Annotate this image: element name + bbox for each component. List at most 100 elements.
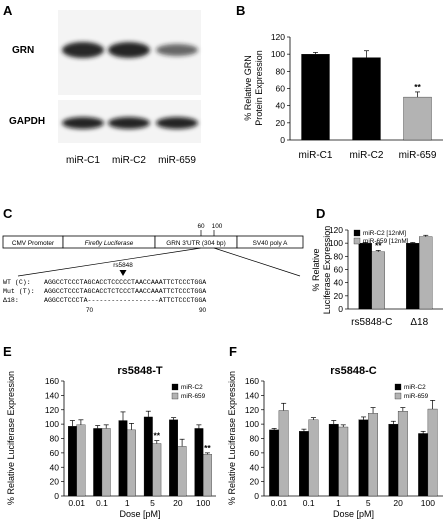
legend-swatch [353, 237, 361, 245]
bar [269, 429, 280, 497]
y-tick-label: 20 [50, 477, 60, 487]
bar [358, 243, 372, 310]
bar [328, 423, 339, 497]
chart-b: 0 20 40 60 80 100 120 % Relative GRNProtein Exp… [243, 32, 443, 161]
y-tick-label: 160 [45, 376, 59, 386]
x-tick-label: miR-659 [399, 150, 437, 161]
gapdh-bands [62, 117, 198, 129]
gapdh-band [62, 117, 104, 129]
legend-label: miR-C2 [12nM] [363, 230, 406, 237]
significance-mark: ** [414, 82, 421, 92]
grn-bands [62, 42, 198, 58]
significance-mark: ** [375, 240, 382, 250]
bar [152, 443, 162, 497]
seq-d18: AGGCCTCCCTA------------------ATTCTCCCTGG… [44, 297, 206, 304]
y-tick-label: 60 [334, 265, 344, 275]
y-tick-label: 100 [45, 419, 59, 429]
x-tick-label: 0.01 [68, 498, 85, 508]
blot-label-gapdh: GAPDH [9, 116, 45, 127]
x-tick-label: 20 [173, 498, 183, 508]
y-axis-label-line: Protein Expression [254, 50, 264, 126]
segment-label-firefly: Firefly Luciferase [85, 240, 134, 247]
bar [76, 424, 86, 497]
seq-wt: AGGCCTCCCTAGCACCTCCCCCTAACCAAATTCTCCCTGG… [44, 279, 206, 286]
bar [427, 408, 438, 497]
bar [101, 428, 111, 497]
gapdh-band [108, 117, 150, 129]
x-tick-label: 0.1 [303, 498, 315, 508]
y-axis-label: % Relative GRNProtein Expression [243, 50, 264, 126]
y-tick-label: 120 [45, 405, 59, 415]
bar [93, 428, 103, 497]
y-tick-label: 60 [50, 448, 60, 458]
gapdh-band [156, 117, 198, 129]
y-tick-label: 140 [245, 390, 259, 400]
seq-mut-label: Mut (T): [3, 288, 35, 295]
bar [358, 419, 369, 497]
construct-diagram: 60 100 CMV Promoter Firefly Luciferase G… [2, 223, 304, 314]
y-tick-label: 20 [334, 291, 344, 301]
x-tick-label: miR-C1 [299, 150, 333, 161]
legend-swatch [353, 229, 361, 237]
bar [368, 413, 378, 497]
y-tick-label: 0 [254, 491, 259, 501]
legend-label: miR-C2 [181, 384, 203, 391]
y-tick-label: 40 [250, 462, 260, 472]
seq-wt-label: WT (C): [3, 279, 31, 286]
x-axis-label: Dose [pM] [119, 509, 160, 519]
bar [419, 236, 433, 310]
y-tick-label: 80 [50, 434, 60, 444]
bottom-label-70: 70 [86, 307, 94, 314]
y-tick-label: 80 [250, 434, 260, 444]
x-tick-label: 5 [366, 498, 371, 508]
legend-label: miR-659 [404, 393, 429, 400]
grn-band [62, 42, 104, 58]
y-tick-label: 0 [280, 135, 285, 145]
panel-letter-d: D [316, 206, 325, 221]
bar [127, 429, 136, 497]
y-axis-label: % Relative Luciferase Expression [227, 371, 237, 505]
x-tick-label: 20 [393, 498, 403, 508]
y-tick-label: 20 [250, 477, 260, 487]
bar [308, 419, 319, 497]
y-axis-label-line: % Relative GRN [243, 55, 253, 121]
chart-title: rs5848-C [330, 365, 377, 377]
y-tick-label: 120 [271, 32, 285, 42]
bar [278, 410, 289, 497]
x-axis-label: Dose [pM] [333, 509, 374, 519]
bar [169, 419, 179, 497]
grn-band [156, 44, 198, 56]
bar [143, 416, 153, 497]
bar [118, 420, 128, 497]
y-tick-label: 140 [45, 390, 59, 400]
legend-swatch [171, 392, 179, 400]
panel-letter-a: A [3, 3, 13, 18]
seq-d18-label: Δ18: [3, 297, 19, 304]
y-tick-label: 100 [245, 419, 259, 429]
segment-label-utr: GRN 3'UTR (304 bp) [166, 240, 225, 247]
x-tick-label: 100 [196, 498, 210, 508]
significance-mark: ** [153, 431, 160, 441]
blot-label-grn: GRN [12, 45, 34, 56]
legend-label: miR-659 [181, 393, 206, 400]
snp-arrow-icon [119, 270, 127, 276]
y-tick-label: 20 [276, 118, 286, 128]
bar [388, 423, 399, 497]
bar [177, 446, 187, 497]
y-tick-label: 40 [50, 462, 60, 472]
y-axis-label-line: Luciferase Expression [322, 226, 332, 315]
panel-letter-c: C [3, 206, 13, 221]
chart-title: rs5848-T [117, 365, 163, 377]
lane-label-2: miR-C2 [112, 155, 146, 166]
x-tick-label: Δ18 [410, 317, 428, 328]
y-axis-label-line: % Relative [311, 248, 321, 291]
y-tick-label: 120 [245, 405, 259, 415]
segment-label-cmv: CMV Promoter [12, 240, 55, 247]
lane-label-3: miR-659 [158, 155, 196, 166]
y-tick-label: 40 [276, 101, 286, 111]
x-tick-label: miR-C2 [350, 150, 384, 161]
legend-label: miR-659 [12nM] [363, 238, 409, 245]
